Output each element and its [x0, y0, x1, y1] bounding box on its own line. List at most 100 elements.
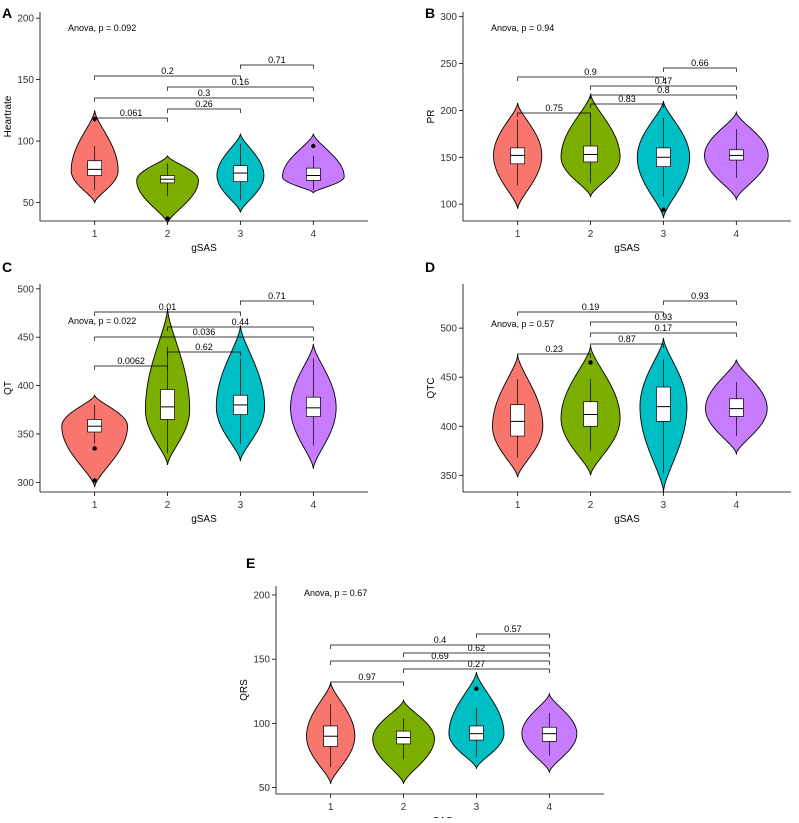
outlier-point	[661, 207, 666, 212]
box	[541, 726, 557, 742]
bracket-line	[590, 321, 737, 326]
anova-annotation: Anova, p = 0.67	[304, 588, 367, 598]
p-value-label: 0.71	[268, 55, 286, 65]
comparison-bracket: 0.87	[590, 334, 664, 348]
p-value-label: 0.62	[468, 643, 486, 653]
p-value-label: 0.26	[195, 99, 213, 109]
bracket-line	[663, 67, 737, 72]
bracket-line	[94, 336, 314, 341]
box	[728, 398, 744, 417]
x-axis-label: gSAS	[614, 243, 640, 254]
outlier-point	[474, 686, 479, 691]
violin-group-2	[136, 154, 199, 224]
bracket-line	[517, 311, 664, 316]
bracket-line	[590, 103, 664, 108]
bracket-line	[590, 332, 737, 337]
box	[305, 396, 321, 417]
p-value-label: 0.2	[161, 66, 174, 76]
box	[656, 386, 671, 422]
x-tick-label: 1	[328, 802, 334, 813]
bracket-line	[330, 660, 550, 665]
x-tick-label: 4	[547, 802, 553, 813]
bracket-line	[403, 652, 550, 657]
anova-annotation: Anova, p = 0.022	[68, 316, 136, 326]
y-tick-label: 100	[253, 719, 270, 730]
panel-letter: C	[2, 259, 12, 275]
bracket-line	[403, 668, 550, 673]
violin-group-3	[215, 325, 266, 462]
x-tick-label: 1	[515, 229, 521, 240]
anova-annotation: Anova, p = 0.57	[491, 319, 554, 329]
bracket-line	[240, 300, 314, 305]
p-value-label: 0.93	[691, 291, 709, 301]
p-value-label: 0.9	[584, 67, 597, 77]
p-value-label: 0.69	[431, 651, 449, 661]
outlier-point	[92, 478, 97, 483]
violin-group-3	[639, 337, 688, 493]
y-tick-label: 200	[440, 106, 457, 117]
x-tick-label: 4	[311, 229, 317, 240]
comparison-bracket: 0.9	[517, 67, 664, 81]
p-value-label: 0.93	[655, 312, 673, 322]
comparison-bracket: 0.061	[94, 108, 168, 122]
x-tick-label: 3	[238, 229, 244, 240]
comparison-bracket: 0.83	[590, 94, 664, 108]
y-tick-label: 400	[440, 422, 457, 433]
y-tick-label: 200	[17, 14, 34, 25]
comparison-bracket: 0.71	[240, 291, 314, 305]
p-value-label: 0.0062	[117, 356, 145, 366]
x-tick-label: 3	[238, 500, 244, 511]
bracket-line	[167, 351, 241, 356]
p-value-label: 0.4	[434, 635, 447, 645]
p-value-label: 0.27	[468, 659, 486, 669]
outlier-point	[311, 143, 316, 149]
p-value-label: 0.036	[193, 327, 216, 337]
box	[87, 160, 103, 176]
p-value-label: 0.97	[358, 672, 376, 682]
bracket-line	[240, 64, 314, 69]
x-tick-label: 1	[92, 229, 98, 240]
p-value-label: 0.62	[195, 342, 213, 352]
bracket-line	[167, 86, 314, 91]
violin-group-4	[705, 359, 768, 456]
panel-a: A 50 100 150 200 Heartrate 1 2 3 4 gSAS Anova, p = …	[2, 5, 368, 254]
violin-group-2	[372, 698, 435, 784]
bracket-line	[663, 300, 737, 305]
bracket-line	[167, 326, 314, 331]
x-tick-label: 2	[401, 802, 407, 813]
y-tick-label: 450	[17, 333, 34, 344]
comparison-bracket: 0.66	[663, 58, 737, 72]
p-value-label: 0.8	[657, 85, 670, 95]
x-tick-label: 4	[734, 500, 740, 511]
comparison-bracket: 0.3	[94, 88, 314, 102]
p-value-label: 0.44	[232, 317, 250, 327]
panel-letter: A	[2, 5, 12, 21]
y-tick-label: 400	[17, 381, 34, 392]
box	[510, 404, 526, 437]
x-axis-label: gSAS	[614, 514, 640, 525]
violin-group-4	[282, 133, 345, 194]
comparison-bracket: 0.93	[663, 291, 737, 305]
bracket-line	[517, 76, 664, 81]
bracket-line	[517, 353, 591, 358]
box	[233, 165, 248, 183]
violin-group-1	[492, 354, 544, 478]
comparison-bracket: 0.16	[167, 77, 314, 91]
panel-c: C 300 350 400 450 500 QT 1 2 3 4 gSAS Anova, p = 0.0…	[2, 259, 368, 525]
violin-group-3	[448, 671, 505, 770]
violin-group-4	[521, 692, 578, 774]
bracket-line	[590, 85, 737, 90]
x-axis-label: gSAS	[191, 514, 217, 525]
y-tick-label: 150	[440, 153, 457, 164]
y-tick-label: 300	[440, 12, 457, 23]
x-tick-label: 1	[515, 500, 521, 511]
comparison-bracket: 0.4	[330, 635, 550, 649]
violin-group-3	[636, 100, 691, 219]
bracket-line	[590, 94, 737, 99]
bracket-line	[94, 75, 241, 80]
x-tick-label: 2	[165, 500, 171, 511]
y-axis-label: PR	[426, 110, 437, 124]
panel-letter: D	[425, 259, 435, 275]
p-value-label: 0.66	[691, 58, 709, 68]
